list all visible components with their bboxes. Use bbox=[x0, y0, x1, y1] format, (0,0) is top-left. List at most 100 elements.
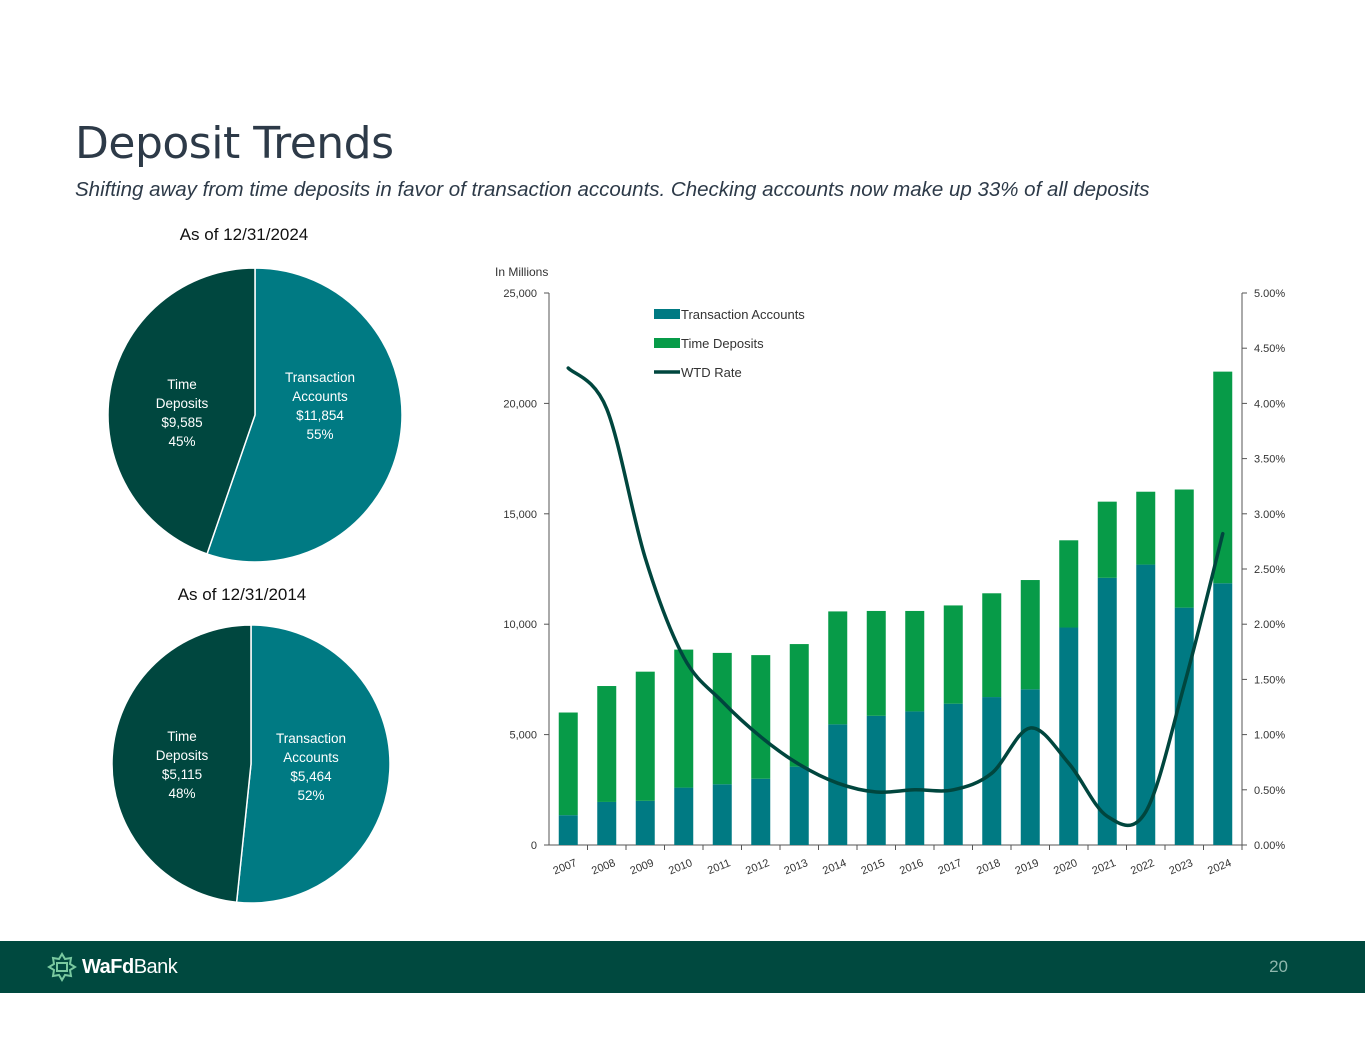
bar-time-2007 bbox=[558, 712, 578, 816]
pie-2014-slice-1-label-1: Deposits bbox=[156, 748, 209, 763]
left-axis-tick-label-4: 20,000 bbox=[503, 398, 537, 410]
right-axis-tick-label-0: 0.00% bbox=[1254, 840, 1285, 852]
pie-2014-slice-1-label-2: $5,115 bbox=[162, 767, 202, 782]
x-tick-label-2012: 2012 bbox=[744, 857, 771, 877]
pie-2014-slice-1-label-3: 48% bbox=[168, 786, 195, 801]
bar-time-2023 bbox=[1174, 489, 1194, 608]
x-tick-label-2007: 2007 bbox=[552, 857, 579, 877]
legend-swatch-0 bbox=[654, 309, 680, 319]
bar-transaction-2008 bbox=[597, 801, 617, 845]
pie-2024-slice-1 bbox=[107, 267, 256, 555]
bar-time-2014 bbox=[828, 611, 848, 725]
x-tick-label-2016: 2016 bbox=[898, 857, 925, 877]
right-axis-tick-label-7: 3.50% bbox=[1254, 454, 1285, 466]
pie-2014-slice-1-label-0: Time bbox=[167, 729, 197, 744]
left-axis-tick-label-0: 0 bbox=[531, 840, 537, 852]
pie-2024-slice-1-label-1: Deposits bbox=[156, 396, 209, 411]
pie-2024-slice-0-label-0: Transaction bbox=[285, 370, 355, 385]
right-axis-tick-label-6: 3.00% bbox=[1254, 509, 1285, 521]
x-tick-label-2014: 2014 bbox=[821, 857, 848, 877]
x-tick-label-2013: 2013 bbox=[783, 857, 810, 877]
legend-label-0: Transaction Accounts bbox=[681, 307, 805, 322]
brand-name-bold: WaFd bbox=[82, 955, 134, 978]
x-tick-label-2017: 2017 bbox=[937, 857, 964, 877]
bar-transaction-2015 bbox=[866, 715, 886, 845]
right-axis-tick-label-1: 0.50% bbox=[1254, 785, 1285, 797]
bar-time-2017 bbox=[943, 605, 963, 704]
x-tick-label-2018: 2018 bbox=[975, 857, 1002, 877]
bar-time-2021 bbox=[1097, 501, 1117, 578]
bar-time-2012 bbox=[751, 655, 771, 779]
x-tick-label-2020: 2020 bbox=[1052, 857, 1079, 877]
pie-2024-slice-0-label-3: 55% bbox=[306, 427, 333, 442]
bar-time-2016 bbox=[905, 610, 925, 712]
legend-label-1: Time Deposits bbox=[681, 336, 764, 351]
bar-time-2013 bbox=[789, 644, 809, 767]
bar-transaction-2009 bbox=[635, 800, 655, 845]
bar-time-2010 bbox=[674, 649, 694, 788]
pie-2024-slice-1-label-3: 45% bbox=[168, 434, 195, 449]
pie-2014-slice-0-label-3: 52% bbox=[297, 788, 324, 803]
footer-bar: WaFdBank 20 bbox=[0, 941, 1365, 993]
page-number: 20 bbox=[1269, 957, 1288, 976]
brand-name-regular: Bank bbox=[133, 955, 178, 978]
page-subtitle: Shifting away from time deposits in favo… bbox=[75, 178, 1150, 201]
bar-transaction-2023 bbox=[1174, 607, 1194, 845]
x-tick-label-2011: 2011 bbox=[706, 857, 732, 877]
pie-2014-slice-0-label-0: Transaction bbox=[276, 731, 346, 746]
pie-2014-slice-1 bbox=[111, 624, 252, 904]
x-tick-label-2010: 2010 bbox=[667, 857, 694, 877]
pie-2024-slice-0-label-1: Accounts bbox=[292, 389, 348, 404]
x-tick-label-2024: 2024 bbox=[1206, 857, 1233, 877]
x-tick-label-2015: 2015 bbox=[860, 857, 887, 877]
bar-time-2009 bbox=[635, 671, 655, 801]
bar-time-2019 bbox=[1020, 580, 1040, 690]
bar-transaction-2024 bbox=[1213, 583, 1233, 845]
brand-logo: WaFdBank bbox=[46, 951, 178, 983]
bar-time-2015 bbox=[866, 610, 886, 716]
pie-2014-slice-0-label-1: Accounts bbox=[283, 750, 339, 765]
bar-transaction-2016 bbox=[905, 711, 925, 845]
right-axis-tick-label-3: 1.50% bbox=[1254, 674, 1285, 686]
x-tick-label-2009: 2009 bbox=[629, 857, 656, 877]
x-tick-label-2023: 2023 bbox=[1168, 857, 1195, 877]
left-axis-tick-label-5: 25,000 bbox=[503, 288, 537, 300]
bar-time-2008 bbox=[597, 686, 617, 802]
page-title: Deposit Trends bbox=[75, 118, 394, 169]
bar-transaction-2007 bbox=[558, 815, 578, 845]
right-axis-tick-label-5: 2.50% bbox=[1254, 564, 1285, 576]
bar-transaction-2020 bbox=[1059, 627, 1079, 845]
bar-time-2011 bbox=[712, 652, 732, 785]
pie-2024-title: As of 12/31/2024 bbox=[179, 225, 309, 244]
left-axis-tick-label-1: 5,000 bbox=[509, 730, 537, 742]
bar-transaction-2019 bbox=[1020, 689, 1040, 845]
bar-transaction-2010 bbox=[674, 787, 694, 845]
bar-transaction-2021 bbox=[1097, 577, 1117, 845]
right-axis-tick-label-4: 2.00% bbox=[1254, 619, 1285, 631]
right-axis-tick-label-10: 5.00% bbox=[1254, 288, 1285, 300]
left-axis-tick-label-2: 10,000 bbox=[503, 619, 537, 631]
left-axis-unit-label: In Millions bbox=[495, 265, 548, 279]
pie-2024-slice-1-label-0: Time bbox=[167, 377, 197, 392]
wtd-rate-line bbox=[566, 366, 1225, 828]
x-tick-label-2008: 2008 bbox=[590, 857, 617, 877]
right-axis-tick-label-8: 4.00% bbox=[1254, 398, 1285, 410]
pie-2024-slice-1-label-2: $9,585 bbox=[161, 415, 202, 430]
legend-swatch-1 bbox=[654, 338, 680, 348]
x-tick-label-2021: 2021 bbox=[1091, 857, 1118, 877]
bar-transaction-2011 bbox=[712, 784, 732, 845]
x-tick-label-2019: 2019 bbox=[1014, 857, 1041, 877]
pie-2024-slice-0 bbox=[206, 267, 403, 563]
legend-label-2: WTD Rate bbox=[681, 365, 742, 380]
pie-2014-slice-0-label-2: $5,464 bbox=[290, 769, 332, 784]
x-tick-label-2022: 2022 bbox=[1129, 857, 1156, 877]
bar-time-2018 bbox=[982, 593, 1002, 698]
bar-transaction-2012 bbox=[751, 778, 771, 845]
bar-transaction-2017 bbox=[943, 703, 963, 845]
right-axis-tick-label-9: 4.50% bbox=[1254, 343, 1285, 355]
bar-transaction-2013 bbox=[789, 766, 809, 845]
bar-time-2024 bbox=[1213, 371, 1233, 584]
